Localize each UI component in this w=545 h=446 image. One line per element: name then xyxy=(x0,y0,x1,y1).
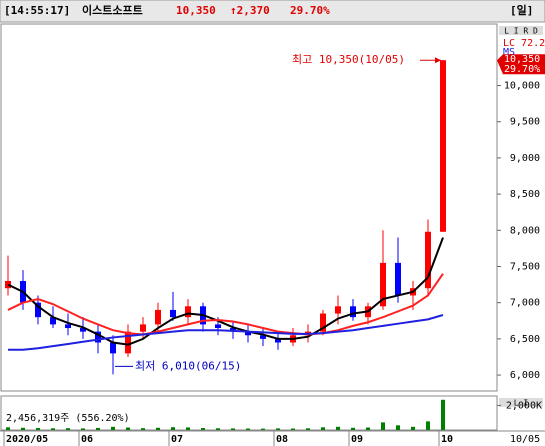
candle-body xyxy=(215,324,221,329)
header-bar xyxy=(0,0,545,23)
volume-bar xyxy=(321,427,325,430)
candle-body xyxy=(65,324,71,329)
indicator-box xyxy=(499,26,543,35)
x-tick-label: 08 xyxy=(276,434,288,445)
volume-bar xyxy=(36,428,40,430)
candle-body xyxy=(80,328,86,332)
candle-body xyxy=(155,309,161,325)
candle-body xyxy=(95,331,101,343)
x-tick-label: 07 xyxy=(171,434,183,445)
price-label: 10,350 xyxy=(504,54,540,65)
candle-body xyxy=(170,309,176,318)
candle-body xyxy=(320,313,326,332)
volume-indicator: L I xyxy=(514,399,529,408)
rate: 29.70% xyxy=(290,4,330,17)
y-tick-label: 8,000 xyxy=(510,225,540,236)
price-marker xyxy=(497,54,545,75)
volume-bar xyxy=(171,427,175,430)
volume-bar xyxy=(21,427,25,430)
stock-name: 이스트소프트 xyxy=(82,3,143,17)
candle-body xyxy=(185,306,191,318)
y-tick-label: 7,500 xyxy=(510,261,540,272)
volume-bar xyxy=(6,427,10,430)
volume-bar xyxy=(291,428,295,430)
x-tick-label: 09 xyxy=(351,434,363,445)
indicator-box xyxy=(499,398,543,407)
volume-bar xyxy=(411,426,415,430)
moving-average xyxy=(7,237,444,346)
low-annotation: 최저 6,010(06/15) xyxy=(135,359,241,372)
rate-label: 29.70% xyxy=(504,64,540,75)
time: [14:55:17] xyxy=(4,4,70,17)
moving-average xyxy=(7,273,444,336)
ms-label: MS xyxy=(503,47,515,58)
moving-average xyxy=(8,314,444,351)
volume-bar xyxy=(306,428,310,430)
candle-body xyxy=(380,262,386,307)
last-date: 10/05 xyxy=(510,434,540,445)
volume-bar xyxy=(231,428,235,430)
candle-body xyxy=(260,335,266,339)
candle-body xyxy=(50,317,56,325)
price: 10,350 xyxy=(176,4,216,17)
y-tick-label: 6,500 xyxy=(510,334,540,345)
volume-bar xyxy=(246,428,250,430)
volume-bar xyxy=(351,427,355,430)
period[interactable]: [일] xyxy=(510,3,533,17)
volume-bar xyxy=(441,399,445,430)
volume-bar xyxy=(186,427,190,430)
lc-label: LC 72.2 xyxy=(503,38,545,49)
candle-body xyxy=(35,302,41,318)
candle-body xyxy=(395,262,401,296)
volume-bar xyxy=(156,427,160,430)
volume-bar xyxy=(426,421,430,430)
plot-frame xyxy=(0,23,498,392)
candle-body xyxy=(440,60,446,232)
candle-body xyxy=(140,324,146,332)
volume-bar xyxy=(111,426,115,430)
indicator-label: L I R D xyxy=(504,27,538,36)
x-tick-label: 06 xyxy=(81,434,93,445)
candle-body xyxy=(245,331,251,336)
volume-bar xyxy=(201,428,205,430)
y-tick-label: 9,000 xyxy=(510,153,540,164)
x-tick-label: 2020/05 xyxy=(6,434,48,445)
volume-bar xyxy=(51,428,55,430)
y-tick-label: 7,000 xyxy=(510,298,540,309)
volume-bar xyxy=(396,425,400,430)
volume-bar xyxy=(366,427,370,430)
change: ↑2,370 xyxy=(230,4,270,17)
candle-body xyxy=(425,231,431,289)
candle-body xyxy=(335,306,341,314)
volume-bar xyxy=(66,428,70,430)
volume-bar xyxy=(381,422,385,430)
volume-tick-label: 2,000K xyxy=(506,400,542,411)
candle-body xyxy=(350,306,356,318)
volume-bar xyxy=(261,428,265,430)
candle-body xyxy=(110,342,116,354)
volume-bar xyxy=(96,427,100,430)
candle-body xyxy=(125,331,131,354)
volume-bar xyxy=(81,428,85,430)
high-annotation: 최고 10,350(10/05) xyxy=(292,53,405,66)
x-tick-label: 10 xyxy=(441,434,453,445)
volume-bar xyxy=(336,426,340,430)
volume-bar xyxy=(276,428,280,430)
candle-body xyxy=(275,338,281,343)
y-tick-label: 9,500 xyxy=(510,117,540,128)
volume-label: 2,456,319주 (556.20%) xyxy=(6,413,130,424)
volume-bar xyxy=(141,428,145,430)
candle-body xyxy=(230,328,236,332)
arrow-head xyxy=(435,57,441,64)
y-tick-label: 10,000 xyxy=(504,81,540,92)
volume-bar xyxy=(216,428,220,430)
y-tick-label: 8,500 xyxy=(510,189,540,200)
candle-body xyxy=(5,280,11,289)
volume-frame xyxy=(0,395,498,431)
y-tick-label: 6,000 xyxy=(510,370,540,381)
volume-bar xyxy=(126,427,130,430)
